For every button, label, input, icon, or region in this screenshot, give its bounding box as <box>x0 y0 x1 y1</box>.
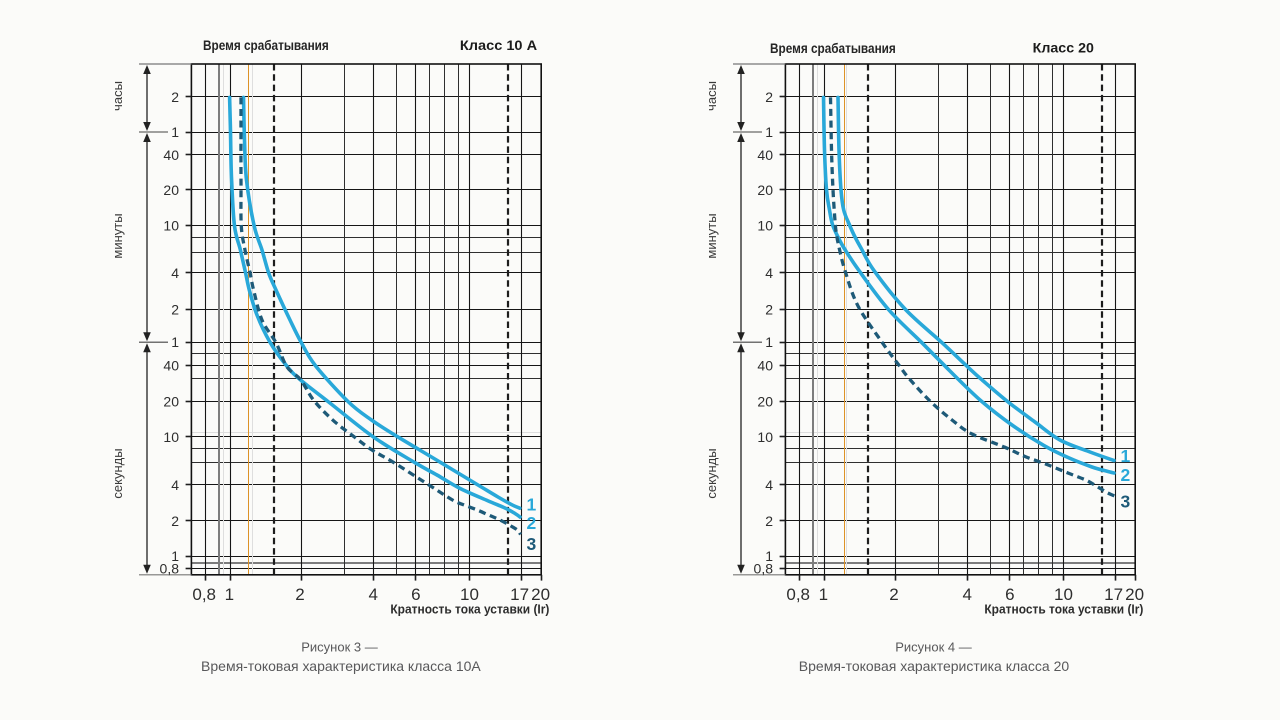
svg-text:10: 10 <box>757 429 773 445</box>
svg-text:2: 2 <box>889 585 898 604</box>
svg-text:0,8: 0,8 <box>192 585 216 604</box>
svg-text:минуты: минуты <box>110 213 125 258</box>
svg-text:2: 2 <box>171 513 179 529</box>
svg-text:40: 40 <box>757 357 773 373</box>
svg-text:Кратность тока уставки (Ir): Кратность тока уставки (Ir) <box>984 602 1143 617</box>
svg-text:1: 1 <box>225 585 234 604</box>
svg-text:1: 1 <box>765 334 773 350</box>
svg-text:Рисунок 3 —: Рисунок 3 — <box>301 639 377 654</box>
svg-text:1: 1 <box>1121 446 1131 466</box>
svg-text:2: 2 <box>171 302 179 318</box>
svg-text:часы: часы <box>110 81 125 111</box>
svg-text:Класс 20: Класс 20 <box>1033 41 1094 56</box>
svg-text:2: 2 <box>527 513 537 533</box>
svg-text:Рисунок 4 —: Рисунок 4 — <box>895 639 971 654</box>
svg-text:6: 6 <box>411 585 420 604</box>
svg-text:10: 10 <box>757 218 773 234</box>
svg-text:3: 3 <box>527 534 537 554</box>
svg-text:6: 6 <box>1005 585 1014 604</box>
svg-text:20: 20 <box>757 182 773 198</box>
svg-text:минуты: минуты <box>704 213 719 258</box>
svg-text:Время-токовая характеристика к: Время-токовая характеристика класса 10А <box>201 658 481 674</box>
svg-text:10: 10 <box>460 585 479 604</box>
svg-text:4: 4 <box>368 585 377 604</box>
svg-text:2: 2 <box>295 585 304 604</box>
svg-text:0,8: 0,8 <box>786 585 810 604</box>
svg-text:Кратность тока уставки (Ir): Кратность тока уставки (Ir) <box>390 602 549 617</box>
svg-text:1: 1 <box>819 585 828 604</box>
svg-text:4: 4 <box>765 477 773 493</box>
svg-text:4: 4 <box>171 265 179 281</box>
svg-text:1: 1 <box>171 548 179 564</box>
svg-text:часы: часы <box>704 81 719 111</box>
svg-text:4: 4 <box>765 265 773 281</box>
svg-text:секунды: секунды <box>704 448 719 498</box>
svg-text:Класс 10 A: Класс 10 A <box>460 38 537 53</box>
svg-text:17: 17 <box>510 585 529 604</box>
svg-text:2: 2 <box>171 89 179 105</box>
svg-text:0,8: 0,8 <box>754 560 774 576</box>
svg-text:1: 1 <box>765 548 773 564</box>
svg-text:20: 20 <box>757 394 773 410</box>
svg-text:2: 2 <box>1121 465 1131 485</box>
svg-text:0,8: 0,8 <box>160 560 180 576</box>
svg-text:10: 10 <box>1054 585 1073 604</box>
svg-text:Время срабатывания: Время срабатывания <box>203 38 329 53</box>
svg-text:17: 17 <box>1104 585 1123 604</box>
svg-text:секунды: секунды <box>110 448 125 498</box>
svg-text:40: 40 <box>163 357 179 373</box>
svg-text:2: 2 <box>765 302 773 318</box>
svg-text:4: 4 <box>171 477 179 493</box>
svg-text:4: 4 <box>962 585 971 604</box>
svg-text:40: 40 <box>757 147 773 163</box>
svg-text:10: 10 <box>163 218 179 234</box>
svg-text:20: 20 <box>531 585 550 604</box>
svg-text:2: 2 <box>765 513 773 529</box>
svg-text:1: 1 <box>171 124 179 140</box>
svg-text:1: 1 <box>171 334 179 350</box>
svg-text:20: 20 <box>1125 585 1144 604</box>
svg-text:20: 20 <box>163 182 179 198</box>
svg-text:Время срабатывания: Время срабатывания <box>770 41 896 56</box>
svg-text:40: 40 <box>163 147 179 163</box>
svg-text:1: 1 <box>765 124 773 140</box>
svg-text:3: 3 <box>1121 492 1131 512</box>
svg-text:10: 10 <box>163 429 179 445</box>
svg-text:1: 1 <box>527 495 537 515</box>
svg-text:Время-токовая характеристика к: Время-токовая характеристика класса 20 <box>799 658 1070 674</box>
svg-text:2: 2 <box>765 89 773 105</box>
svg-text:20: 20 <box>163 394 179 410</box>
